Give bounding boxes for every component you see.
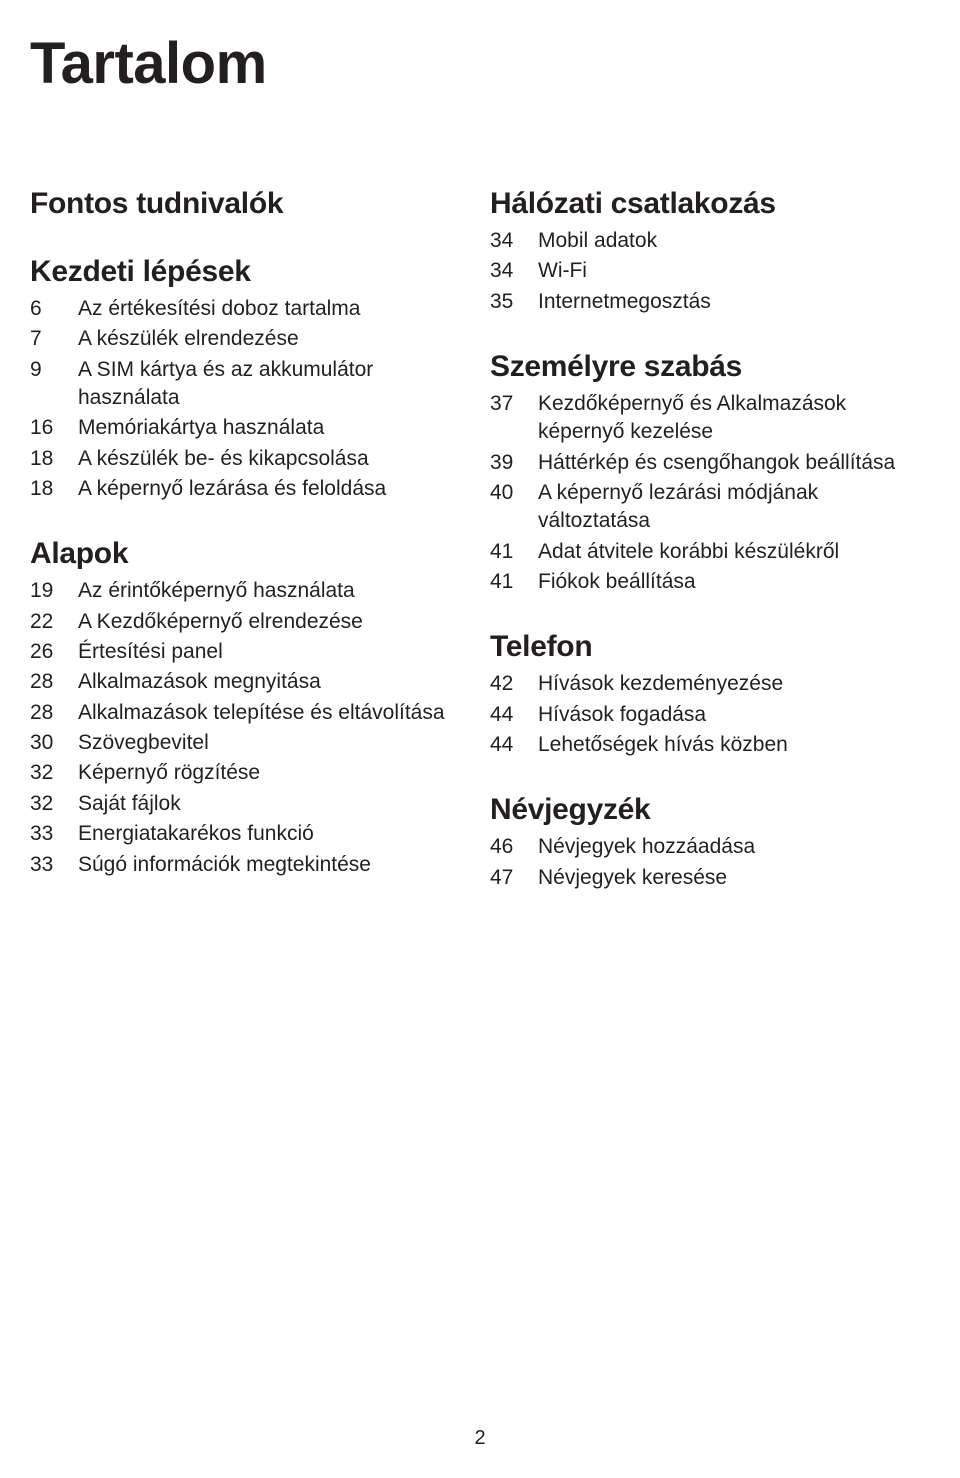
toc-entry-label: Képernyő rögzítése: [78, 759, 260, 787]
toc-entry-label: Az értékesítési doboz tartalma: [78, 295, 360, 323]
toc-page-number: 35: [490, 288, 520, 316]
toc-entry[interactable]: 33 Súgó információk megtekintése: [30, 851, 450, 879]
toc-page-number: 30: [30, 729, 60, 757]
toc-entry[interactable]: 16 Memóriakártya használata: [30, 414, 450, 442]
toc-entry-label: Szövegbevitel: [78, 729, 209, 757]
toc-column-left: Fontos tudnivalók Kezdeti lépések 6 Az érté…: [30, 187, 450, 894]
toc-entry[interactable]: 9 A SIM kártya és az akkumulátor használa…: [30, 356, 450, 413]
toc-page-number: 7: [30, 325, 60, 353]
toc-page-number: 28: [30, 668, 60, 696]
section-title: Alapok: [30, 537, 450, 571]
toc-entry-label: Wi-Fi: [538, 257, 587, 285]
toc-page-number: 22: [30, 608, 60, 636]
toc-page-number: 18: [30, 445, 60, 473]
toc-entry[interactable]: 22 A Kezdőképernyő elrendezése: [30, 608, 450, 636]
toc-entry[interactable]: 6 Az értékesítési doboz tartalma: [30, 295, 450, 323]
toc-entry[interactable]: 32 Saját fájlok: [30, 790, 450, 818]
toc-entry[interactable]: 19 Az érintőképernyő használata: [30, 577, 450, 605]
toc-entry[interactable]: 41 Fiókok beállítása: [490, 568, 910, 596]
toc-entry-label: Memóriakártya használata: [78, 414, 324, 442]
toc-entry-label: Az érintőképernyő használata: [78, 577, 355, 605]
toc-entry-label: A képernyő lezárása és feloldása: [78, 475, 386, 503]
page-title: Tartalom: [30, 30, 910, 97]
toc-page-number: 9: [30, 356, 60, 384]
toc-entry[interactable]: 40 A képernyő lezárási módjának változtat…: [490, 479, 910, 536]
toc-entry[interactable]: 39 Háttérkép és csengőhangok beállítása: [490, 449, 910, 477]
toc-entry-label: Alkalmazások telepítése és eltávolítása: [78, 699, 445, 727]
toc-page-number: 18: [30, 475, 60, 503]
toc-entry[interactable]: 7 A készülék elrendezése: [30, 325, 450, 353]
toc-page-number: 26: [30, 638, 60, 666]
toc-page-number: 41: [490, 568, 520, 596]
toc-page-number: 33: [30, 820, 60, 848]
toc-entry[interactable]: 18 A készülék be- és kikapcsolása: [30, 445, 450, 473]
toc-page-number: 44: [490, 701, 520, 729]
toc-entry-label: Névjegyek hozzáadása: [538, 833, 755, 861]
page-number: 2: [0, 1427, 960, 1450]
toc-page-number: 32: [30, 759, 60, 787]
toc-page-number: 40: [490, 479, 520, 507]
toc-entry[interactable]: 33 Energiatakarékos funkció: [30, 820, 450, 848]
toc-entry-label: Saját fájlok: [78, 790, 181, 818]
toc-page-number: 33: [30, 851, 60, 879]
toc-page-number: 47: [490, 864, 520, 892]
toc-entry[interactable]: 35 Internetmegosztás: [490, 288, 910, 316]
toc-entry[interactable]: 44 Lehetőségek hívás közben: [490, 731, 910, 759]
toc-page-number: 44: [490, 731, 520, 759]
toc-entry[interactable]: 37 Kezdőképernyő és Alkalmazások képernyő…: [490, 390, 910, 447]
toc-page-number: 16: [30, 414, 60, 442]
toc-page-number: 34: [490, 227, 520, 255]
section-title: Hálózati csatlakozás: [490, 187, 910, 221]
toc-entry-label: Energiatakarékos funkció: [78, 820, 314, 848]
toc-page-number: 19: [30, 577, 60, 605]
toc-entry-label: Mobil adatok: [538, 227, 657, 255]
section-title: Fontos tudnivalók: [30, 187, 450, 221]
toc-entry-label: A képernyő lezárási módjának változtatás…: [538, 479, 910, 536]
toc-entry-label: Hívások kezdeményezése: [538, 670, 783, 698]
toc-entry-label: Kezdőképernyő és Alkalmazások képernyő k…: [538, 390, 910, 447]
toc-entry-label: Értesítési panel: [78, 638, 223, 666]
toc-entry[interactable]: 26 Értesítési panel: [30, 638, 450, 666]
section-title: Személyre szabás: [490, 350, 910, 384]
section-title: Névjegyzék: [490, 793, 910, 827]
toc-entry-label: Adat átvitele korábbi készülékről: [538, 538, 839, 566]
toc-entry-label: A készülék elrendezése: [78, 325, 299, 353]
toc-page-number: 28: [30, 699, 60, 727]
toc-page-number: 42: [490, 670, 520, 698]
toc-entry[interactable]: 34 Wi-Fi: [490, 257, 910, 285]
toc-entry-label: A készülék be- és kikapcsolása: [78, 445, 369, 473]
toc-entry-label: Háttérkép és csengőhangok beállítása: [538, 449, 895, 477]
toc-entry[interactable]: 34 Mobil adatok: [490, 227, 910, 255]
toc-entry[interactable]: 28 Alkalmazások megnyitása: [30, 668, 450, 696]
toc-page-number: 39: [490, 449, 520, 477]
toc-page-number: 32: [30, 790, 60, 818]
toc-entry[interactable]: 32 Képernyő rögzítése: [30, 759, 450, 787]
toc-entry[interactable]: 28 Alkalmazások telepítése és eltávolítás…: [30, 699, 450, 727]
section-title: Kezdeti lépések: [30, 255, 450, 289]
toc-entry[interactable]: 42 Hívások kezdeményezése: [490, 670, 910, 698]
toc-entry-label: A Kezdőképernyő elrendezése: [78, 608, 363, 636]
toc-entry-label: Hívások fogadása: [538, 701, 706, 729]
toc-columns: Fontos tudnivalók Kezdeti lépések 6 Az érté…: [30, 187, 910, 894]
toc-entry-label: Fiókok beállítása: [538, 568, 696, 596]
toc-page-number: 37: [490, 390, 520, 418]
toc-entry-label: Lehetőségek hívás közben: [538, 731, 788, 759]
toc-page-number: 46: [490, 833, 520, 861]
toc-entry-label: Internetmegosztás: [538, 288, 711, 316]
toc-entry-label: A SIM kártya és az akkumulátor használat…: [78, 356, 450, 413]
toc-entry-label: Súgó információk megtekintése: [78, 851, 371, 879]
toc-entry[interactable]: 46 Névjegyek hozzáadása: [490, 833, 910, 861]
toc-entry[interactable]: 41 Adat átvitele korábbi készülékről: [490, 538, 910, 566]
toc-entry-label: Névjegyek keresése: [538, 864, 727, 892]
toc-page-number: 6: [30, 295, 60, 323]
toc-entry-label: Alkalmazások megnyitása: [78, 668, 321, 696]
toc-entry[interactable]: 47 Névjegyek keresése: [490, 864, 910, 892]
toc-column-right: Hálózati csatlakozás 34 Mobil adatok 34 Wi-F…: [490, 187, 910, 894]
section-title: Telefon: [490, 630, 910, 664]
toc-entry[interactable]: 18 A képernyő lezárása és feloldása: [30, 475, 450, 503]
toc-page-number: 41: [490, 538, 520, 566]
toc-page-number: 34: [490, 257, 520, 285]
toc-entry[interactable]: 44 Hívások fogadása: [490, 701, 910, 729]
toc-entry[interactable]: 30 Szövegbevitel: [30, 729, 450, 757]
